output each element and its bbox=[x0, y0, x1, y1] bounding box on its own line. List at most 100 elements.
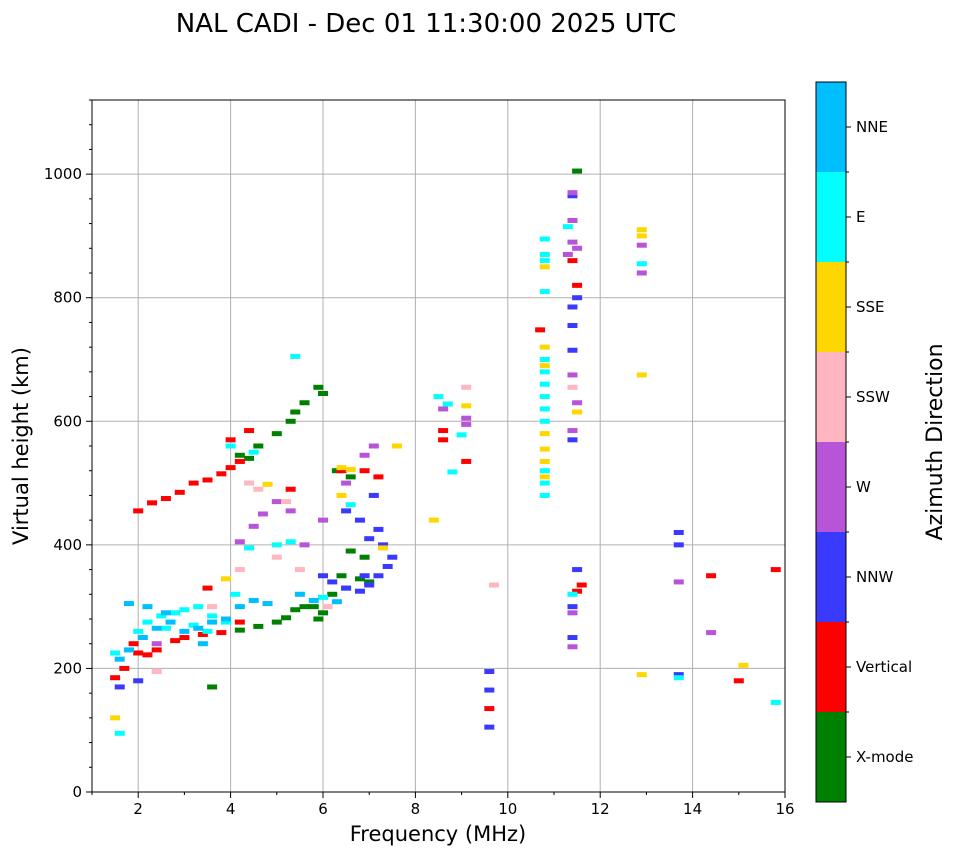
data-point bbox=[382, 563, 393, 569]
colorbar: X-mode Vertical NNW W SSW SSE E NNE bbox=[815, 81, 913, 803]
colorbar-title: Azimuth Direction bbox=[923, 343, 948, 540]
colorbar-frame bbox=[815, 81, 847, 803]
data-point bbox=[770, 699, 781, 705]
data-point bbox=[114, 684, 125, 690]
data-point bbox=[770, 567, 781, 573]
data-point bbox=[373, 573, 384, 579]
data-point bbox=[336, 465, 347, 471]
data-point bbox=[244, 480, 255, 486]
data-point bbox=[345, 548, 356, 554]
data-point bbox=[636, 242, 647, 248]
data-point bbox=[359, 573, 370, 579]
data-point bbox=[368, 492, 379, 498]
data-point bbox=[114, 656, 125, 662]
data-points bbox=[110, 168, 781, 736]
data-point bbox=[151, 625, 162, 631]
data-point bbox=[253, 443, 264, 449]
data-point bbox=[253, 486, 264, 492]
data-point bbox=[216, 630, 227, 636]
y-tick-label: 0 bbox=[72, 783, 82, 801]
data-point bbox=[364, 582, 375, 588]
data-point bbox=[539, 480, 550, 486]
x-tick-label: 2 bbox=[133, 800, 143, 818]
data-point bbox=[539, 264, 550, 270]
data-point bbox=[151, 647, 162, 653]
data-point bbox=[123, 601, 134, 607]
data-point bbox=[193, 625, 204, 631]
data-point bbox=[322, 604, 333, 610]
data-point bbox=[539, 258, 550, 264]
data-point bbox=[133, 628, 144, 634]
colorbar-label: NNW bbox=[856, 568, 893, 586]
x-axis-label: Frequency (MHz) bbox=[350, 822, 526, 846]
colorbar-swatch bbox=[816, 82, 846, 172]
data-point bbox=[110, 650, 121, 656]
data-point bbox=[567, 372, 578, 378]
x-axis-ticks: 2 4 6 8 10 12 14 16 bbox=[91, 792, 795, 818]
data-point bbox=[636, 672, 647, 678]
data-point bbox=[142, 604, 153, 610]
data-point bbox=[636, 270, 647, 276]
grid-lines bbox=[92, 100, 785, 792]
y-tick-label: 600 bbox=[53, 412, 82, 430]
data-point bbox=[354, 576, 365, 582]
data-point bbox=[318, 390, 328, 396]
data-point bbox=[345, 502, 356, 508]
data-point bbox=[174, 489, 185, 495]
data-point bbox=[160, 496, 171, 502]
data-point bbox=[539, 251, 550, 257]
data-point bbox=[290, 607, 301, 613]
colorbar-label: E bbox=[856, 208, 865, 226]
data-point bbox=[539, 357, 550, 362]
x-tick-label: 12 bbox=[591, 800, 610, 818]
data-point bbox=[539, 418, 550, 424]
data-point bbox=[539, 492, 550, 498]
data-point bbox=[738, 662, 749, 668]
data-point bbox=[567, 635, 578, 641]
data-point bbox=[248, 597, 259, 603]
chart-title: NAL CADI - Dec 01 11:30:00 2025 UTC bbox=[176, 9, 676, 39]
data-point bbox=[294, 591, 305, 597]
data-point bbox=[308, 597, 319, 603]
data-point bbox=[373, 474, 384, 480]
data-point bbox=[706, 573, 717, 579]
data-point bbox=[359, 468, 370, 474]
y-tick-label: 800 bbox=[53, 289, 82, 307]
data-point bbox=[428, 517, 439, 523]
data-point bbox=[285, 418, 296, 424]
data-point bbox=[539, 344, 550, 350]
data-point bbox=[673, 530, 684, 535]
data-point bbox=[673, 672, 684, 678]
data-point bbox=[285, 486, 296, 492]
y-tick-label: 200 bbox=[53, 659, 82, 677]
data-point bbox=[539, 394, 550, 400]
data-point bbox=[567, 217, 578, 223]
data-point bbox=[156, 613, 167, 619]
data-point bbox=[299, 604, 310, 610]
data-point bbox=[220, 576, 231, 582]
data-point bbox=[567, 644, 578, 650]
data-point bbox=[142, 652, 153, 658]
data-point bbox=[160, 625, 171, 631]
data-point bbox=[539, 406, 550, 412]
y-tick-label: 1000 bbox=[44, 165, 82, 183]
data-point bbox=[341, 585, 352, 591]
data-point bbox=[539, 381, 550, 387]
y-axis-label: Virtual height (km) bbox=[9, 347, 33, 545]
x-tick-label: 6 bbox=[318, 800, 328, 818]
data-point bbox=[438, 437, 449, 443]
colorbar-label: SSW bbox=[856, 388, 890, 406]
data-point bbox=[294, 567, 305, 573]
data-point bbox=[438, 406, 449, 412]
data-point bbox=[318, 517, 328, 523]
x-tick-label: 14 bbox=[683, 800, 702, 818]
data-point bbox=[170, 610, 181, 616]
data-point bbox=[456, 432, 467, 438]
data-point bbox=[567, 591, 578, 597]
data-point bbox=[234, 619, 245, 625]
data-point bbox=[567, 610, 578, 616]
data-point bbox=[262, 601, 273, 607]
colorbar-swatch bbox=[816, 532, 846, 622]
data-point bbox=[539, 468, 550, 474]
